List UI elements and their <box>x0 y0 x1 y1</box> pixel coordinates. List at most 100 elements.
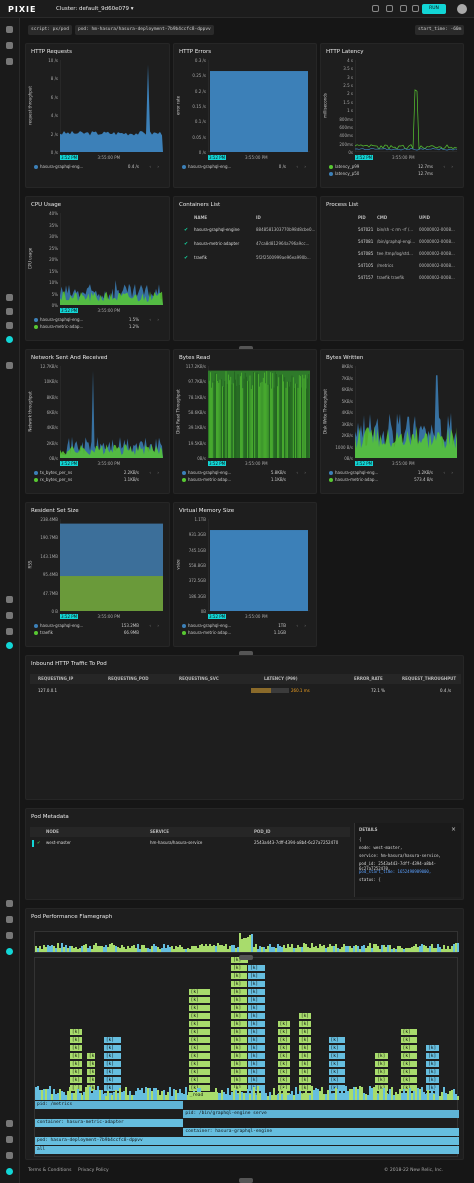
col-header[interactable]: ERROR_RATE <box>354 676 383 681</box>
flame-frame[interactable] <box>321 1087 323 1100</box>
chart-plot[interactable] <box>355 366 457 458</box>
flamegraph-main[interactable]: pid: /metrics pid: /bin/graphql-engine se… <box>34 956 459 1157</box>
flame-frame[interactable] <box>153 1088 155 1100</box>
flame-frame[interactable]: [k] <box>327 1036 347 1044</box>
flame-frame[interactable] <box>97 1086 99 1100</box>
legend-item[interactable]: hasura-graphql-eng... 5.8KB/s <box>182 470 310 475</box>
flame-frame[interactable] <box>121 1091 123 1100</box>
flame-frame[interactable]: [k] <box>187 996 211 1004</box>
flame-frame[interactable] <box>145 1086 147 1100</box>
container-name[interactable]: traefik <box>194 255 207 260</box>
flame-frame[interactable] <box>377 1093 379 1100</box>
flame-frame[interactable] <box>421 1086 423 1100</box>
flame-frame[interactable] <box>407 1090 409 1100</box>
flame-frame[interactable] <box>261 1087 263 1100</box>
flame-frame[interactable] <box>49 1086 51 1100</box>
privacy-link[interactable]: Privacy Policy <box>78 1168 109 1173</box>
flame-frame[interactable]: [k] <box>247 996 266 1004</box>
pin-icon[interactable] <box>400 5 407 12</box>
flame-frame[interactable] <box>285 1088 287 1100</box>
legend-next-icon[interactable]: › <box>451 470 453 475</box>
flame-frame[interactable] <box>281 1094 283 1100</box>
flame-frame[interactable]: [k] <box>230 980 249 988</box>
flame-frame[interactable] <box>131 1094 133 1100</box>
container-name[interactable]: hasura-graphql-engine <box>194 227 240 232</box>
flame-frame[interactable] <box>127 1094 129 1100</box>
pixie-icon[interactable] <box>6 642 13 649</box>
flame-frame[interactable] <box>47 1088 49 1100</box>
upid-cell[interactable]: 00000002-0008... <box>419 227 455 232</box>
flame-frame[interactable]: [k] <box>230 1028 249 1036</box>
legend-next-icon[interactable]: › <box>451 164 453 169</box>
flame-frame[interactable] <box>185 1087 187 1100</box>
flame-frame[interactable] <box>151 1090 153 1100</box>
flame-frame[interactable]: [k] <box>230 1012 249 1020</box>
flame-frame[interactable] <box>141 1087 143 1100</box>
pod-arg-input[interactable]: pod: hm-hasura/hasura-deployment-7b9b4cc… <box>75 25 214 35</box>
flame-frame[interactable] <box>83 1091 85 1100</box>
flame-frame[interactable]: [k] <box>297 1076 313 1084</box>
flame-frame[interactable]: [k] <box>187 1068 211 1076</box>
flame-frame[interactable]: [k] <box>230 1036 249 1044</box>
flame-frame[interactable] <box>111 1095 113 1100</box>
flame-frame[interactable]: [k] <box>276 1028 292 1036</box>
flame-frame[interactable]: [k] <box>425 1060 440 1068</box>
edit-icon[interactable] <box>412 5 419 12</box>
flame-frame[interactable] <box>309 1095 311 1100</box>
flame-frame[interactable] <box>333 1093 335 1100</box>
pixie-icon[interactable] <box>6 336 13 343</box>
col-header[interactable]: PID <box>358 215 366 220</box>
legend-item[interactable]: hasura-graphql-eng... 1.2KB/s <box>329 470 457 475</box>
flame-frame[interactable]: _read <box>187 1092 218 1100</box>
flame-frame[interactable] <box>55 1094 57 1100</box>
resize-handle[interactable] <box>239 651 253 656</box>
flame-frame[interactable]: [k] <box>327 1076 347 1084</box>
flame-frame[interactable]: [k] <box>374 1076 389 1084</box>
cmd-cell[interactable]: tee /tmp/log/std... <box>377 251 413 256</box>
flame-frame[interactable] <box>295 1086 297 1100</box>
menu-icon[interactable] <box>6 42 13 49</box>
pid-cell[interactable]: 547085 <box>358 251 374 256</box>
flame-frame[interactable] <box>39 1090 41 1100</box>
cmd-cell[interactable]: /bin/graphql-engi... <box>377 239 416 244</box>
flame-frame[interactable] <box>393 1094 395 1100</box>
legend-item[interactable]: tx_bytes_per_ns 2.2KB/s <box>34 470 163 475</box>
flame-frame[interactable]: [k] <box>247 980 266 988</box>
flame-frame[interactable] <box>129 1091 131 1100</box>
flame-frame[interactable] <box>105 1095 107 1100</box>
close-icon[interactable]: × <box>451 826 457 833</box>
flame-frame[interactable]: [k] <box>102 1068 122 1076</box>
flame-frame[interactable]: [k] <box>276 1068 292 1076</box>
flame-frame[interactable] <box>387 1094 389 1100</box>
flame-frame[interactable]: [k] <box>247 1060 266 1068</box>
flame-frame[interactable]: [k] <box>85 1068 97 1076</box>
flame-frame[interactable] <box>391 1086 393 1100</box>
flame-frame[interactable]: [k] <box>187 1076 211 1084</box>
legend-prev-icon[interactable]: ‹ <box>296 164 298 169</box>
flame-frame[interactable]: [k] <box>399 1076 419 1084</box>
legend-item[interactable]: hasura-graphql-eng... 0 /s <box>182 164 310 169</box>
flame-frame[interactable] <box>239 1087 241 1100</box>
flame-frame[interactable] <box>417 1087 419 1100</box>
flame-frame[interactable]: [k] <box>247 1052 266 1060</box>
flame-frame[interactable] <box>103 1094 105 1100</box>
flame-frame[interactable] <box>275 1095 277 1100</box>
col-header[interactable]: POD_ID <box>254 829 271 834</box>
chart-plot[interactable] <box>208 519 310 611</box>
flame-frame[interactable] <box>367 1094 369 1100</box>
flame-frame[interactable]: [k] <box>247 1044 266 1052</box>
legend-item[interactable]: latency_p99 12.7ms <box>329 164 457 169</box>
flame-frame[interactable] <box>171 1095 173 1100</box>
flame-frame[interactable] <box>143 1093 145 1100</box>
flame-frame[interactable]: [k] <box>230 1044 249 1052</box>
flame-frame[interactable] <box>59 1089 61 1100</box>
legend-item[interactable]: rx_bytes_per_ns 1.1KB/s <box>34 477 163 482</box>
flame-frame[interactable] <box>247 1088 249 1100</box>
flame-frame[interactable]: [k] <box>399 1044 419 1052</box>
flame-frame[interactable] <box>235 1089 237 1100</box>
chart-plot[interactable] <box>355 60 457 152</box>
flame-frame[interactable]: [k] <box>230 1068 249 1076</box>
legend-item[interactable]: hasura-graphql-eng... 153.2MB <box>34 623 163 628</box>
col-header[interactable]: REQUESTING_POD <box>108 676 149 681</box>
flame-frame[interactable]: [k] <box>230 964 249 972</box>
